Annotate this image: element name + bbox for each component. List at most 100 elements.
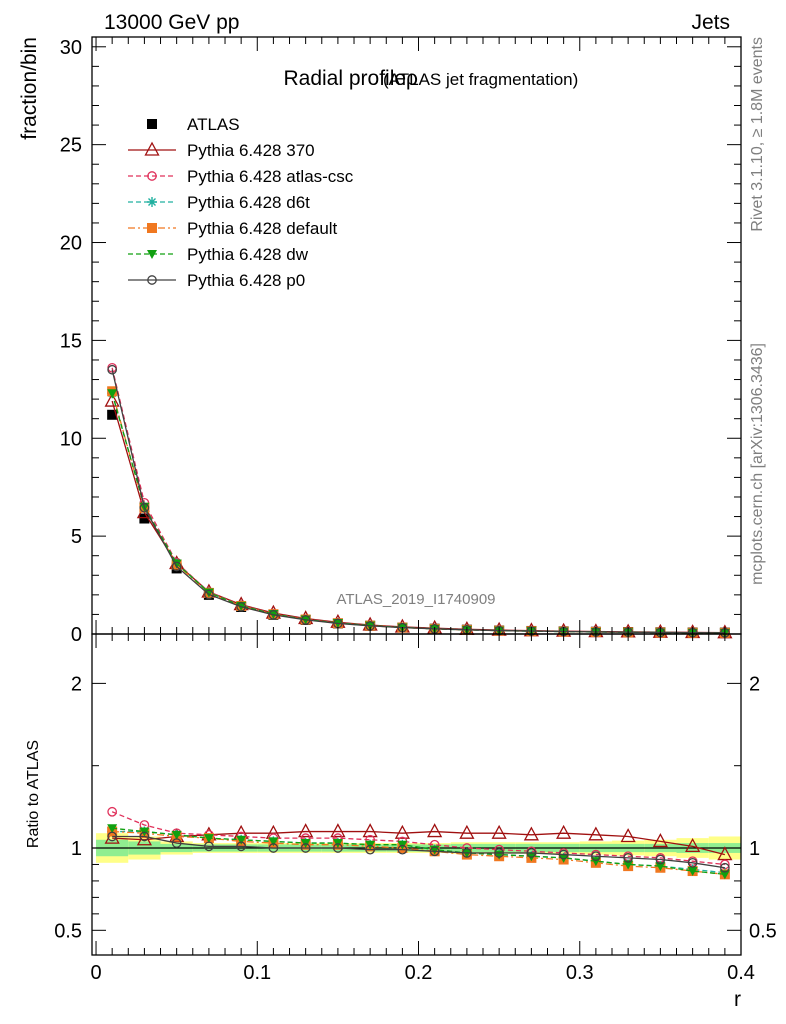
ratio-point-pythia-6-428-dw — [236, 835, 247, 845]
main-point-pythia-6-428-p0 — [139, 502, 150, 513]
ratio-point-pythia-6-428-p0 — [526, 848, 537, 858]
ratio-point-pythia-6-428-dw — [107, 824, 118, 834]
header-left: 13000 GeV pp — [104, 11, 239, 34]
main-point-pythia-6-428-370 — [104, 392, 120, 407]
ratio-point-pythia-6-428-370 — [685, 837, 701, 853]
ratio-point-pythia-6-428-atlas-csc — [107, 806, 118, 817]
legend-marker-pythia-6-428-atlas-csc — [147, 171, 157, 181]
ratio-point-pythia-6-428-dw — [719, 870, 730, 880]
main-point-pythia-6-428-p0 — [300, 615, 311, 625]
ratio-point-pythia-6-428-p0 — [365, 844, 375, 855]
legend-entry-pythia-6-428-atlas-csc: Pythia 6.428 atlas-csc — [128, 167, 354, 186]
ratio-y-tick-label: 1 — [71, 838, 82, 860]
ratio-point-pythia-6-428-p0 — [558, 849, 569, 860]
ratio-point-pythia-6-428-p0 — [300, 843, 311, 853]
main-title: Radial profileρ — [283, 67, 418, 90]
legend-entry-atlas: ATLAS — [147, 115, 240, 134]
ratio-point-pythia-6-428-dw — [687, 867, 698, 877]
main-y-axis-label: fraction/bin — [18, 37, 41, 140]
ratio-point-pythia-6-428-370 — [298, 823, 314, 838]
ratio-line-pythia-6-428-dw — [112, 827, 725, 875]
legend-label-pythia-6-428-default: Pythia 6.428 default — [187, 219, 338, 238]
ratio-point-pythia-6-428-370 — [620, 828, 636, 843]
ratio-point-pythia-6-428-370 — [491, 824, 507, 839]
mcplots-label: mcplots.cern.ch [arXiv:1306.3436] — [749, 343, 766, 585]
legend-label-pythia-6-428-atlas-csc: Pythia 6.428 atlas-csc — [187, 167, 354, 186]
ratio-point-pythia-6-428-370 — [427, 823, 443, 838]
ratio-point-pythia-6-428-p0 — [462, 848, 472, 858]
ratio-point-pythia-6-428-dw — [268, 837, 279, 847]
main-subtitle: (ATLAS jet fragmentation) — [383, 70, 578, 89]
ratio-point-pythia-6-428-p0 — [591, 851, 601, 862]
ratio-line-pythia-6-428-atlas-csc — [111, 811, 725, 866]
ratio-y-tick-label-right: 2 — [749, 673, 760, 695]
legend-marker-pythia-6-428-p0 — [147, 275, 157, 285]
legend-entry-pythia-6-428-p0: Pythia 6.428 p0 — [128, 271, 305, 290]
main-point-pythia-6-428-p0 — [204, 589, 214, 600]
legend-marker-pythia-6-428-dw — [147, 250, 157, 259]
ratio-point-pythia-6-428-370 — [588, 826, 604, 841]
x-tick-label: 0.4 — [727, 962, 755, 984]
ratio-point-pythia-6-428-370 — [556, 824, 572, 839]
ratio-point-pythia-6-428-dw — [203, 834, 214, 844]
main-y-tick-label: 0 — [71, 624, 82, 646]
main-axis-ticks: 0 5 10 15 20 25 30 — [60, 37, 742, 646]
ratio-point-pythia-6-428-p0 — [236, 841, 246, 852]
ratio-line-pythia-6-428-default — [112, 830, 725, 875]
ratio-frame — [91, 633, 742, 956]
legend-label-pythia-6-428-370: Pythia 6.428 370 — [187, 141, 315, 160]
legend-entry-pythia-6-428-default: Pythia 6.428 default — [128, 219, 338, 238]
legend-label-pythia-6-428-p0: Pythia 6.428 p0 — [187, 271, 305, 290]
ratio-point-pythia-6-428-370 — [330, 823, 346, 838]
legend-entry-pythia-6-428-dw: Pythia 6.428 dw — [128, 245, 309, 264]
ratio-point-pythia-6-428-p0 — [333, 843, 343, 853]
ratio-point-pythia-6-428-p0 — [397, 844, 408, 855]
ratio-point-pythia-6-428-370 — [265, 824, 281, 839]
main-point-pythia-6-428-dw — [107, 389, 118, 399]
ratio-point-pythia-6-428-p0 — [107, 831, 118, 842]
ratio-point-pythia-6-428-dw — [171, 830, 182, 840]
legend-marker-pythia-6-428-d6t — [147, 197, 157, 207]
ratio-point-pythia-6-428-dw — [623, 860, 634, 870]
legend-entry-pythia-6-428-370: Pythia 6.428 370 — [128, 141, 315, 160]
ratio-panel: 0 0.1 0.2 0.3 0.4 0.5 0.5 1 1 2 2 Ratio to ATLAS r — [25, 633, 777, 1011]
rivet-version-label: Rivet 3.1.10, ≥ 1.8M events — [749, 37, 766, 232]
main-y-tick-label: 20 — [60, 233, 82, 255]
ratio-series-layer — [104, 806, 733, 880]
main-y-tick-label: 15 — [60, 330, 82, 352]
main-point-pythia-6-428-p0 — [236, 601, 246, 612]
legend-marker-pythia-6-428-default — [147, 223, 157, 233]
main-panel: 0 5 10 15 20 25 30 Radial profileρ (ATLAS jet … — [18, 36, 742, 646]
ratio-point-pythia-6-428-p0 — [204, 841, 214, 852]
x-tick-label: 0.1 — [243, 962, 271, 984]
ratio-y-tick-label: 2 — [71, 673, 82, 695]
ratio-point-pythia-6-428-370 — [652, 833, 668, 848]
ratio-point-pythia-6-428-dw — [655, 862, 666, 872]
x-axis-label: r — [734, 988, 741, 1011]
main-point-atlas — [107, 409, 118, 420]
main-y-tick-label: 30 — [60, 37, 82, 59]
main-point-pythia-6-428-p0 — [268, 609, 279, 620]
ratio-y-axis-label: Ratio to ATLAS — [25, 740, 42, 848]
ratio-point-pythia-6-428-p0 — [494, 848, 504, 858]
x-tick-label: 0.2 — [405, 962, 433, 984]
main-y-tick-label: 5 — [71, 526, 82, 548]
main-point-atlas — [139, 513, 150, 524]
legend: ATLAS Pythia 6.428 370 Pythia 6.428 atlas-… — [128, 115, 354, 290]
legend-marker-atlas — [147, 119, 157, 129]
ratio-point-pythia-6-428-p0 — [268, 843, 279, 853]
ratio-y-tick-label: 0.5 — [54, 920, 82, 942]
ratio-point-pythia-6-428-p0 — [655, 854, 666, 865]
ratio-point-pythia-6-428-p0 — [139, 831, 150, 842]
x-tick-label: 0.3 — [566, 962, 594, 984]
ratio-point-pythia-6-428-370 — [459, 824, 475, 839]
ratio-y-tick-label-right: 1 — [749, 838, 760, 860]
ratio-point-pythia-6-428-370 — [394, 824, 410, 839]
ratio-y-tick-label-right: 0.5 — [749, 920, 777, 942]
ratio-point-pythia-6-428-370 — [362, 823, 378, 838]
ratio-series-pythia-6-428-p0 — [107, 831, 730, 873]
legend-label-atlas: ATLAS — [187, 115, 240, 134]
header-right: Jets — [691, 11, 730, 34]
ratio-point-pythia-6-428-370 — [717, 846, 733, 861]
legend-label-pythia-6-428-d6t: Pythia 6.428 d6t — [187, 193, 310, 212]
